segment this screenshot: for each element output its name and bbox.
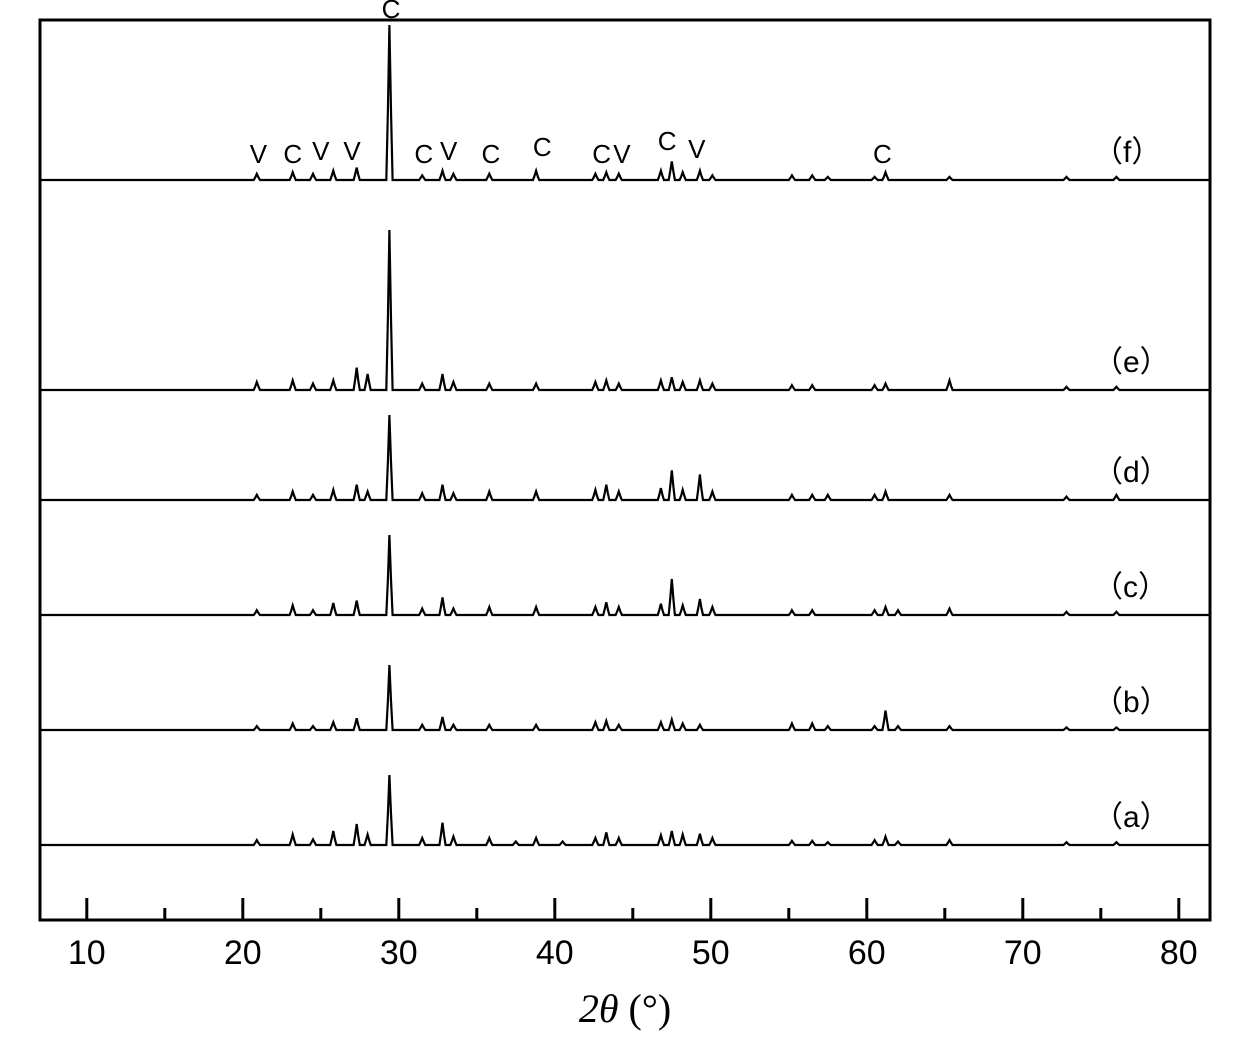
peak-annotation: V xyxy=(312,136,330,166)
x-tick-label: 80 xyxy=(1160,934,1198,972)
peak-annotation: V xyxy=(440,136,458,166)
x-tick-label: 10 xyxy=(68,934,106,972)
peak-annotation: C xyxy=(481,139,500,169)
trace-label-f: （f） xyxy=(1093,136,1161,169)
trace-label-d: （d） xyxy=(1093,456,1170,489)
peak-annotation: C xyxy=(283,139,302,169)
xrd-stacked-chart: 10 20 30 40 50 60 70 80 2θ (°) （a） （b） （c） （d） （e） （f）… xyxy=(0,0,1240,1060)
trace-label-a: （a） xyxy=(1093,801,1170,834)
x-tick-label: 20 xyxy=(224,934,262,972)
peak-annotation: V xyxy=(343,136,361,166)
trace-label-b: （b） xyxy=(1093,686,1170,719)
x-axis-label: 2θ (°) xyxy=(579,986,671,1031)
peak-annotation: V xyxy=(688,134,706,164)
peak-annotation: V xyxy=(250,139,268,169)
peak-annotation: C xyxy=(414,139,433,169)
trace-label-e: （e） xyxy=(1093,346,1170,379)
peak-annotation: C xyxy=(592,139,611,169)
peak-annotation: V xyxy=(613,139,631,169)
peak-annotation: C xyxy=(382,0,401,24)
x-tick-label: 60 xyxy=(848,934,886,972)
x-tick-label: 40 xyxy=(536,934,574,972)
x-tick-label: 50 xyxy=(692,934,730,972)
x-tick-label: 70 xyxy=(1004,934,1042,972)
peak-annotation: C xyxy=(658,126,677,156)
x-tick-label: 30 xyxy=(380,934,418,972)
trace-label-c: （c） xyxy=(1093,571,1168,604)
peak-annotation: C xyxy=(533,132,552,162)
peak-annotation: C xyxy=(873,139,892,169)
